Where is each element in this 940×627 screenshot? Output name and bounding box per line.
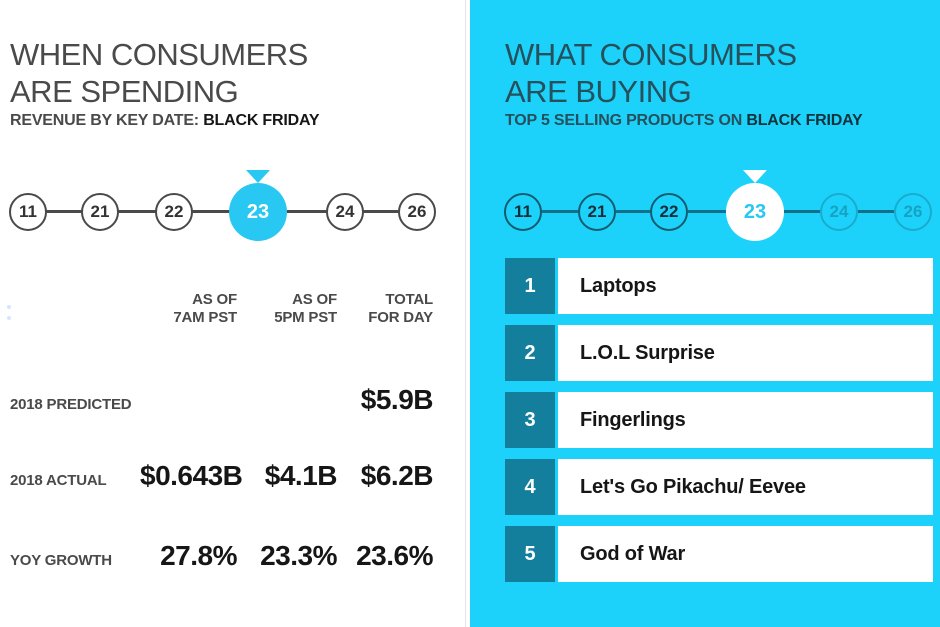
selected-date-pointer-icon [743, 170, 767, 183]
timeline-segment [858, 210, 894, 213]
left-title-line1: WHEN CONSUMERS [10, 37, 308, 72]
panel-when-consumers-spending: WHEN CONSUMERS ARE SPENDING REVENUE BY K… [7, 36, 436, 572]
timeline-date-26[interactable]: 26 [398, 193, 436, 231]
row-label: 2018 PREDICTED [10, 396, 132, 413]
product-name: Fingerlings [558, 392, 933, 448]
table-row-2018-predicted: 2018 PREDICTED $5.9B [10, 384, 434, 416]
timeline-date-23-selected[interactable]: 23 [726, 183, 784, 241]
col-header-total-for-day: TOTAL FOR DAY [368, 291, 433, 326]
timeline-segment [616, 210, 650, 213]
yoy-total-value: 23.6% [356, 540, 433, 571]
product-name: God of War [558, 526, 933, 582]
col-header-as-of-7am: AS OF 7AM PST [173, 291, 237, 326]
timeline-segment [542, 210, 578, 213]
list-item: 2 L.O.L Surprise [505, 325, 933, 381]
col-header-as-of-5pm: AS OF 5PM PST [274, 291, 337, 326]
timeline-date-21[interactable]: 21 [81, 193, 119, 231]
table-row-yoy-growth: YOY GROWTH 27.8% 23.3% 23.6% [10, 540, 434, 572]
panel-what-consumers-buying: WHAT CONSUMERS ARE BUYING TOP 5 SELLING … [470, 0, 940, 627]
timeline-date-24[interactable]: 24 [326, 193, 364, 231]
left-title: WHEN CONSUMERS ARE SPENDING [10, 36, 308, 110]
timeline-date-24-dimmed[interactable]: 24 [820, 193, 858, 231]
timeline-date-22[interactable]: 22 [155, 193, 193, 231]
left-subtitle-highlight: BLACK FRIDAY [203, 112, 320, 129]
list-item: 1 Laptops [505, 258, 933, 314]
timeline-connector-line [28, 210, 417, 213]
selected-date-pointer-icon [246, 170, 270, 183]
stray-artifact [7, 305, 11, 309]
product-name: Laptops [558, 258, 933, 314]
right-title-line1: WHAT CONSUMERS [505, 37, 797, 72]
right-subtitle: TOP 5 SELLING PRODUCTS ON BLACK FRIDAY [505, 112, 863, 130]
row-label: YOY GROWTH [10, 552, 112, 569]
yoy-7am-value: 27.8% [160, 540, 237, 571]
left-subtitle: REVENUE BY KEY DATE: BLACK FRIDAY [10, 112, 320, 130]
timeline-date-11[interactable]: 11 [9, 193, 47, 231]
right-subtitle-prefix: TOP 5 SELLING PRODUCTS ON [505, 112, 747, 129]
actual-total-value: $6.2B [360, 460, 434, 491]
timeline-segment [784, 210, 820, 213]
predicted-total-value: $5.9B [360, 384, 434, 415]
rank-badge: 5 [505, 526, 555, 582]
list-item: 4 Let's Go Pikachu/ Eevee [505, 459, 933, 515]
right-title-line2: ARE BUYING [505, 74, 692, 109]
list-item: 3 Fingerlings [505, 392, 933, 448]
timeline-date-23-selected[interactable]: 23 [229, 183, 287, 241]
rank-badge: 4 [505, 459, 555, 515]
timeline-date-21[interactable]: 21 [578, 193, 616, 231]
left-title-line2: ARE SPENDING [10, 74, 239, 109]
rank-badge: 2 [505, 325, 555, 381]
rank-badge: 1 [505, 258, 555, 314]
actual-5pm-value: $4.1B [264, 460, 338, 491]
timeline-date-22[interactable]: 22 [650, 193, 688, 231]
left-subtitle-prefix: REVENUE BY KEY DATE: [10, 112, 204, 129]
table-header-row: AS OF 7AM PST AS OF 5PM PST TOTAL FOR DA… [10, 291, 433, 327]
product-name: Let's Go Pikachu/ Eevee [558, 459, 933, 515]
rank-badge: 3 [505, 392, 555, 448]
right-subtitle-highlight: BLACK FRIDAY [746, 112, 863, 129]
list-item: 5 God of War [505, 526, 933, 582]
panel-divider [465, 0, 466, 627]
yoy-5pm-value: 23.3% [260, 540, 337, 571]
timeline-segment [688, 210, 726, 213]
top-products-list: 1 Laptops 2 L.O.L Surprise 3 Fingerlings… [505, 258, 933, 593]
timeline-date-26-dimmed[interactable]: 26 [894, 193, 932, 231]
right-title: WHAT CONSUMERS ARE BUYING [505, 36, 797, 110]
actual-7am-value: $0.643B [140, 460, 243, 491]
product-name: L.O.L Surprise [558, 325, 933, 381]
table-row-2018-actual: 2018 ACTUAL $0.643B $4.1B $6.2B [10, 460, 434, 492]
timeline-date-11[interactable]: 11 [504, 193, 542, 231]
row-label: 2018 ACTUAL [10, 472, 107, 489]
